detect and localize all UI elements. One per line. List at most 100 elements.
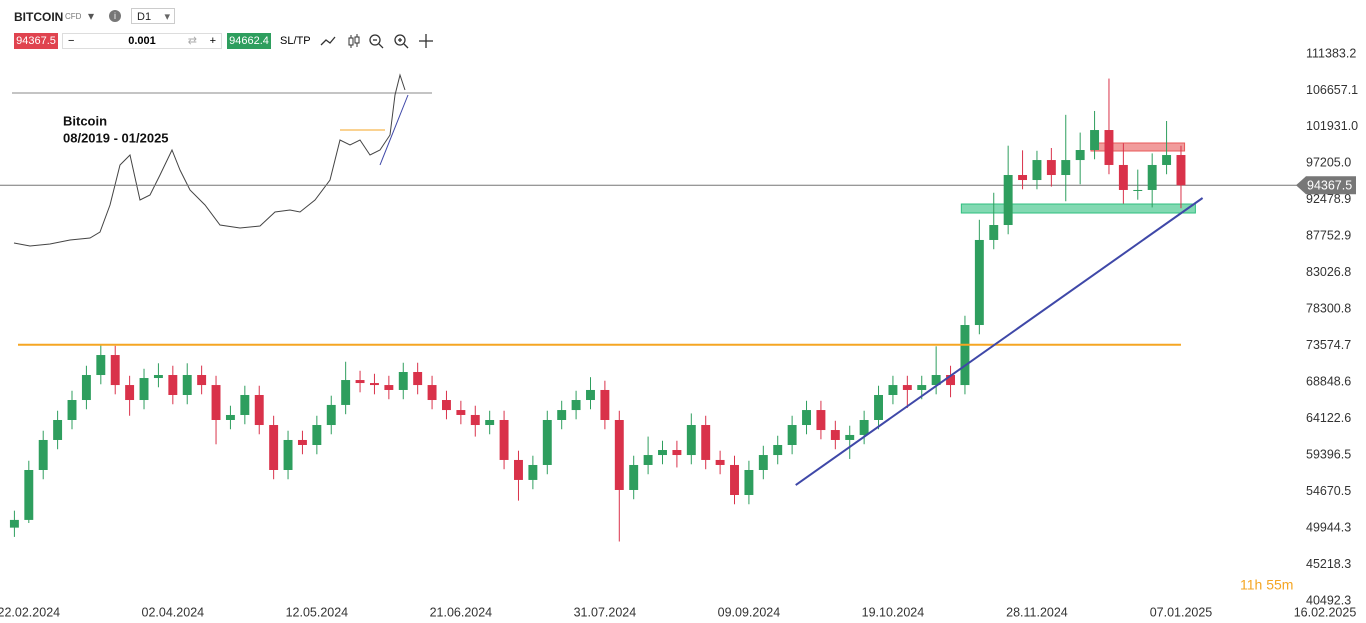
- minus[interactable]: −: [68, 35, 75, 47]
- y-tick-label: 64122.6: [1306, 411, 1351, 425]
- y-tick-label: 68848.6: [1306, 374, 1351, 388]
- candle-body: [902, 385, 912, 390]
- candle-body: [442, 400, 451, 411]
- ask-button[interactable]: 94662.4: [227, 33, 271, 49]
- y-tick-label: 78300.8: [1306, 302, 1351, 316]
- zone: [960, 203, 1196, 214]
- candle-body: [1118, 164, 1128, 190]
- candle-body: [470, 414, 480, 426]
- x-tick-label: 28.11.2024: [1006, 605, 1068, 619]
- candle-body: [254, 394, 264, 426]
- candle-body: [9, 519, 19, 528]
- candle-body: [845, 434, 855, 440]
- candle-icon[interactable]: [348, 34, 360, 48]
- x-tick-label: 31.07.2024: [574, 605, 637, 619]
- candle-body: [658, 450, 667, 456]
- candle-body: [1003, 175, 1013, 226]
- symbol[interactable]: BITCOIN: [14, 10, 64, 24]
- candle-body: [125, 385, 135, 401]
- swap[interactable]: ⇄: [187, 35, 197, 47]
- y-tick-label: 83026.8: [1306, 265, 1351, 279]
- plus[interactable]: +: [209, 35, 216, 47]
- zoom-out[interactable]: [369, 34, 384, 49]
- y-tick-label: 59396.5: [1306, 447, 1351, 461]
- timeframe-select[interactable]: D1 ▾: [131, 8, 175, 24]
- candle-body: [787, 425, 797, 445]
- inset-period: 08/2019 - 01/2025: [63, 130, 169, 145]
- candle-body: [211, 385, 221, 420]
- y-tick-label: 54670.5: [1306, 484, 1351, 498]
- candle-body: [499, 419, 509, 460]
- quantity-box[interactable]: − 0.001 ⇄ +: [62, 33, 222, 49]
- tool-icons[interactable]: [318, 32, 438, 52]
- y-tick-label: 111383.2: [1306, 46, 1356, 60]
- candle-body: [1061, 160, 1071, 176]
- candle-body: [744, 469, 754, 495]
- candle-body: [1147, 164, 1157, 190]
- candle-body: [369, 383, 379, 386]
- candle-body: [139, 378, 149, 401]
- candle-body: [38, 439, 48, 470]
- candle-body: [1018, 175, 1028, 181]
- info-icon[interactable]: i: [109, 10, 121, 22]
- candle-body: [773, 444, 783, 456]
- candle-body: [153, 375, 163, 379]
- x-tick-label: 02.04.2024: [142, 605, 205, 619]
- candle-body: [528, 464, 538, 480]
- timeframe: D1: [137, 11, 152, 23]
- x-tick-label: 21.06.2024: [430, 605, 493, 619]
- inset-title: Bitcoin: [63, 113, 107, 128]
- candle-body: [859, 419, 869, 435]
- zoom-in[interactable]: [394, 34, 409, 49]
- candle-body: [600, 389, 610, 420]
- candle-body: [384, 385, 394, 390]
- candle-body: [96, 355, 106, 376]
- candle-body: [686, 425, 696, 456]
- candle-body: [586, 389, 595, 401]
- x-tick-label: 22.02.2024: [0, 605, 60, 619]
- line-icon[interactable]: [320, 36, 336, 46]
- candle-body: [197, 375, 207, 386]
- candle-body: [816, 410, 826, 431]
- candle-body: [917, 385, 927, 390]
- candle-body: [240, 394, 250, 415]
- candle-body: [413, 372, 423, 386]
- y-tick-label: 45218.3: [1306, 557, 1351, 571]
- candle-body: [326, 404, 336, 426]
- candle-body: [888, 385, 898, 395]
- candle-body: [874, 394, 883, 420]
- y-tick-label: 101931.0: [1306, 119, 1358, 133]
- bid-button[interactable]: 94367.5: [14, 33, 58, 49]
- candle-body: [730, 464, 739, 495]
- candle-body: [110, 355, 120, 386]
- candle-body: [1176, 155, 1186, 186]
- sltp-button[interactable]: SL/TP: [280, 35, 311, 47]
- y-tick-label: 40492.3: [1306, 593, 1351, 607]
- candle-body: [182, 375, 192, 395]
- y-tick-label: 73574.7: [1306, 338, 1351, 352]
- candle-body: [802, 410, 811, 426]
- candle-body: [168, 375, 178, 395]
- candle-body: [269, 425, 279, 470]
- candle-body: [542, 419, 552, 465]
- x-tick-label: 07.01.2025: [1150, 605, 1213, 619]
- y-tick-label: 49944.3: [1306, 520, 1351, 534]
- candle-body: [931, 375, 941, 386]
- dropdown-icon[interactable]: ▾: [88, 9, 95, 23]
- candle-body: [456, 410, 466, 415]
- candle-body: [24, 469, 34, 520]
- y-tick-label: 97205.0: [1306, 156, 1351, 170]
- candle-body: [1032, 160, 1042, 181]
- candle-body: [312, 425, 322, 445]
- candle-body: [715, 459, 725, 465]
- candle-body: [427, 385, 437, 401]
- candle-body: [1162, 155, 1172, 165]
- inset-line: [379, 94, 409, 166]
- pan-icon[interactable]: [419, 34, 433, 48]
- x-tick-label: 09.09.2024: [718, 605, 781, 619]
- price-tag: [1296, 176, 1356, 195]
- candle-body: [283, 439, 293, 470]
- candle-body: [514, 459, 523, 480]
